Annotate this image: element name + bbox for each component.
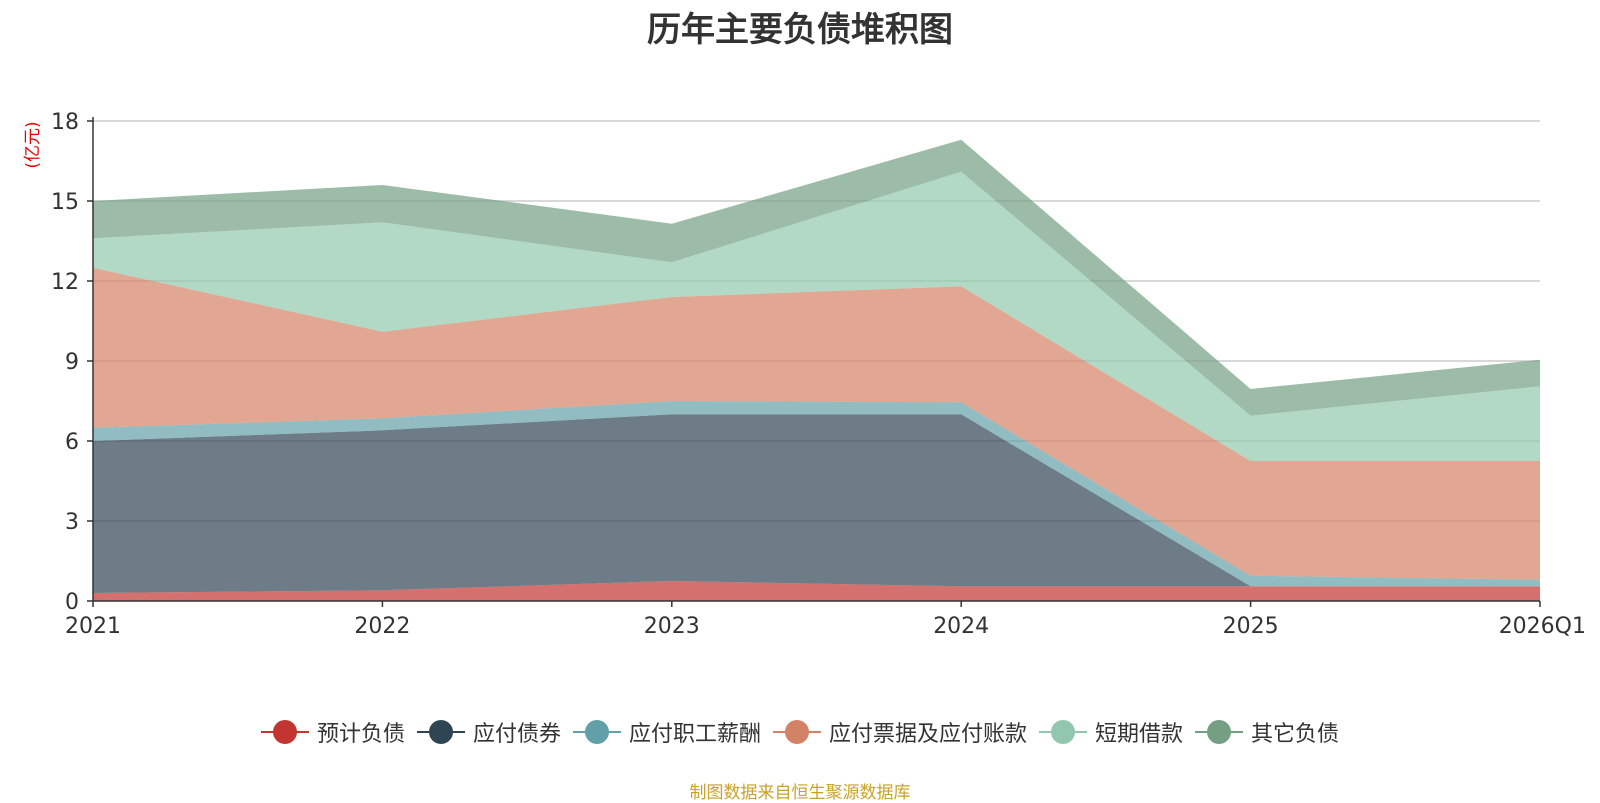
legend-marker-icon: [260, 720, 309, 744]
series-area-0[interactable]: [93, 581, 1540, 601]
y-tick-label: 12: [51, 270, 79, 295]
legend-item-5[interactable]: 其它负债: [1195, 716, 1339, 748]
legend-marker-icon: [572, 720, 621, 744]
x-tick-label: 2024: [933, 614, 989, 639]
legend-item-1[interactable]: 应付债券: [416, 716, 561, 748]
legend-marker-icon: [773, 720, 821, 744]
legend-marker-icon: [416, 720, 465, 744]
x-tick-label: 2025: [1223, 614, 1279, 639]
series-area-1[interactable]: [93, 414, 1540, 593]
axis-layer: 0 3 6 9 12 15 18 2021 2022 2023 2024 2025 2026Q1: [51, 110, 1586, 639]
series-area-3[interactable]: [93, 267, 1540, 580]
legend-label: 应付债券: [472, 722, 561, 747]
legend-item-4[interactable]: 短期借款: [1039, 716, 1183, 748]
y-tick-label: 15: [51, 190, 79, 215]
y-axis-unit-label: (亿元): [23, 121, 43, 168]
legend-label: 预计负债: [316, 722, 405, 747]
source-note: 制图数据来自恒生聚源数据库: [689, 783, 911, 803]
legend-label: 其它负债: [1251, 722, 1340, 747]
legend-marker-icon: [1195, 720, 1244, 744]
legend-marker-icon: [1039, 720, 1088, 744]
legend: 预计负债 应付债券 应付职工薪酬 应付票据及应付账款 短期借款 其它负债: [0, 716, 1600, 748]
y-tick-label: 9: [65, 350, 79, 375]
y-tick-label: 18: [51, 110, 79, 135]
series-area-2[interactable]: [93, 401, 1540, 587]
y-tick-label: 0: [65, 590, 79, 615]
legend-label: 应付职工薪酬: [628, 722, 761, 747]
y-tick-label: 6: [65, 430, 79, 455]
y-tick-label: 3: [65, 510, 79, 535]
legend-item-3[interactable]: 应付票据及应付账款: [773, 716, 1027, 748]
area-layer: [93, 139, 1540, 601]
series-area-4[interactable]: [93, 171, 1540, 461]
series-area-5[interactable]: [93, 139, 1540, 416]
x-tick-label: 2021: [65, 614, 121, 639]
legend-label: 短期借款: [1095, 722, 1184, 747]
x-tick-label: 2026Q1: [1499, 614, 1586, 639]
x-tick-label: 2022: [354, 614, 410, 639]
legend-label: 应付票据及应付账款: [829, 722, 1028, 747]
legend-item-2[interactable]: 应付职工薪酬: [572, 716, 761, 748]
legend-item-0[interactable]: 预计负债: [260, 716, 405, 748]
x-tick-label: 2023: [644, 614, 700, 639]
chart-title: 历年主要负债堆积图: [647, 10, 953, 50]
